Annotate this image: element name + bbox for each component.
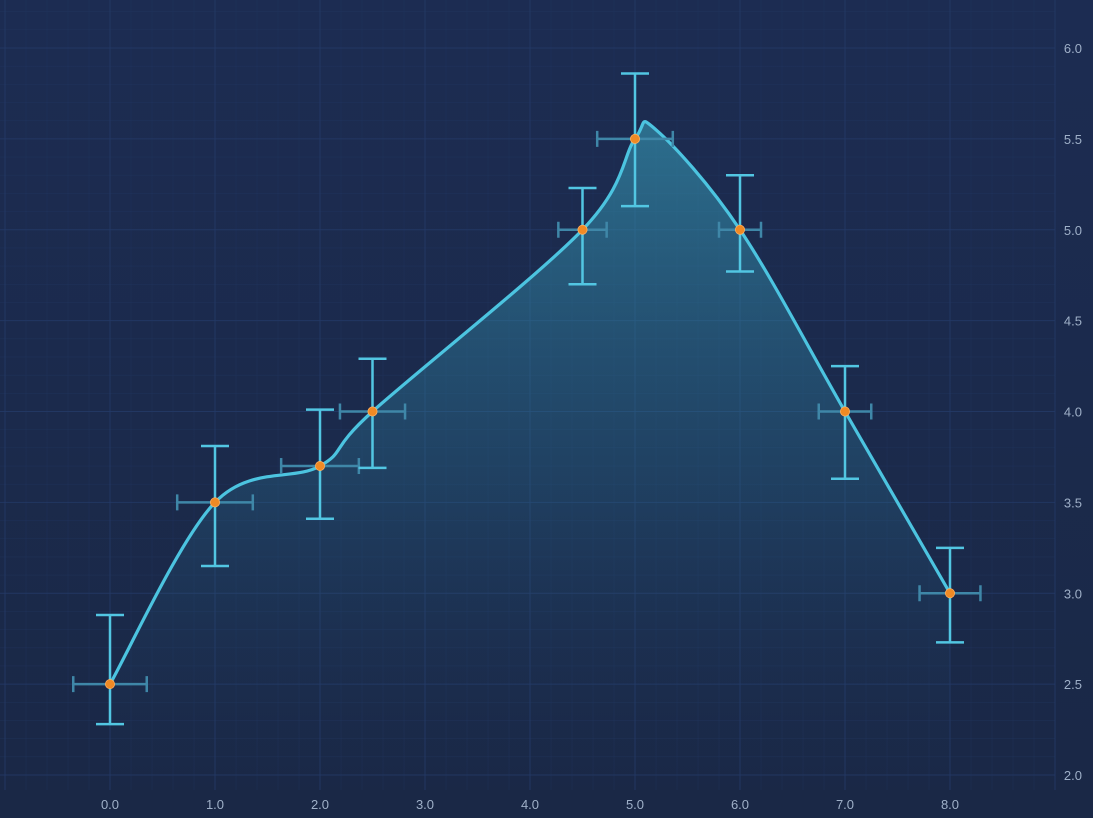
y-tick-label: 5.5 (1064, 132, 1082, 147)
y-tick-label: 4.5 (1064, 314, 1082, 329)
x-tick-label: 2.0 (311, 797, 329, 812)
y-tick-label: 6.0 (1064, 41, 1082, 56)
y-axis-tick-labels: 2.0 2.5 3.0 3.5 4.0 4.5 5.0 5.5 6.0 (1064, 41, 1082, 783)
y-tick-label: 2.0 (1064, 768, 1082, 783)
x-tick-label: 8.0 (941, 797, 959, 812)
x-tick-label: 0.0 (101, 797, 119, 812)
data-point (105, 679, 116, 690)
x-tick-label: 3.0 (416, 797, 434, 812)
y-tick-label: 4.0 (1064, 405, 1082, 420)
data-point (945, 588, 956, 599)
x-tick-label: 6.0 (731, 797, 749, 812)
x-tick-label: 1.0 (206, 797, 224, 812)
area-fill (110, 121, 950, 791)
x-tick-label: 4.0 (521, 797, 539, 812)
y-tick-label: 3.5 (1064, 495, 1082, 510)
y-tick-label: 5.0 (1064, 223, 1082, 238)
data-point (577, 224, 588, 235)
data-point (209, 497, 220, 508)
data-point (735, 224, 746, 235)
data-points (105, 133, 956, 690)
data-point (630, 133, 641, 144)
x-axis-tick-labels: 0.0 1.0 2.0 3.0 4.0 5.0 6.0 7.0 8.0 (101, 797, 959, 812)
data-point (314, 461, 325, 472)
data-point (367, 406, 378, 417)
y-tick-label: 3.0 (1064, 586, 1082, 601)
x-tick-label: 5.0 (626, 797, 644, 812)
data-point (840, 406, 851, 417)
series-line (108, 120, 952, 686)
x-tick-label: 7.0 (836, 797, 854, 812)
y-tick-label: 2.5 (1064, 677, 1082, 692)
